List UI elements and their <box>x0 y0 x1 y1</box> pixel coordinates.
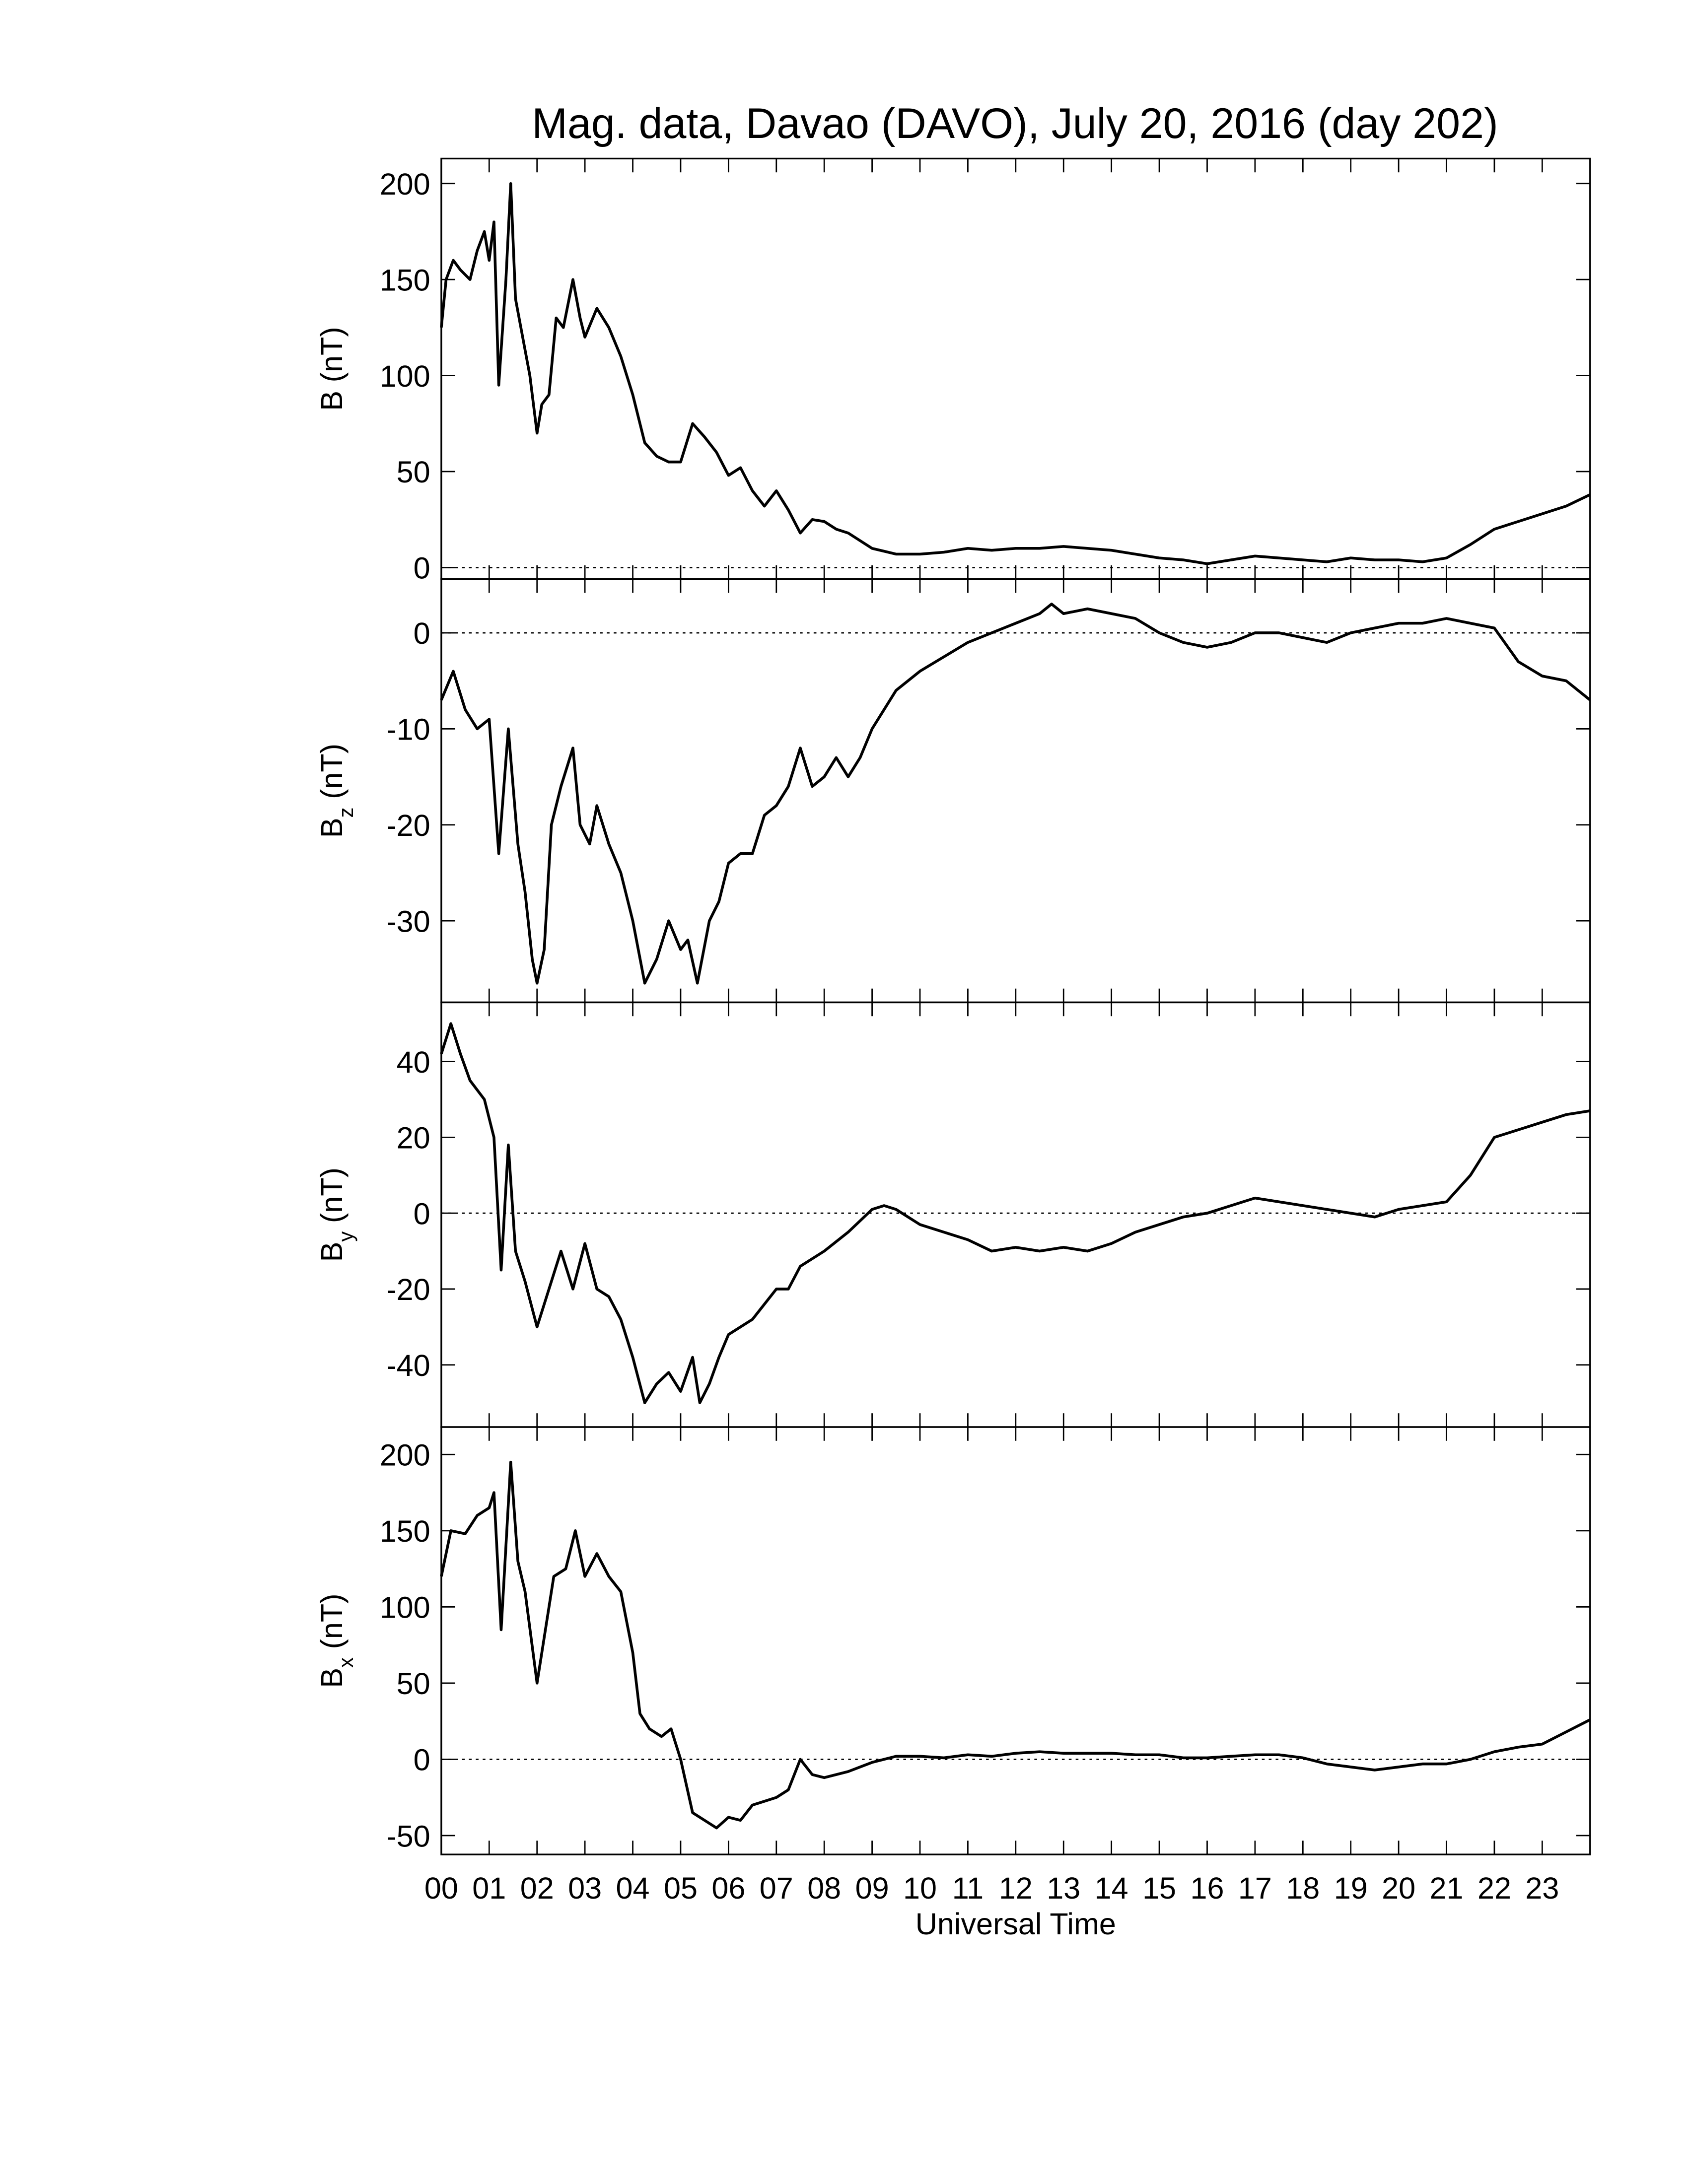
x-tick-label: 22 <box>1477 1871 1511 1905</box>
y-tick-label: 50 <box>397 1667 430 1701</box>
y-axis-label-unit: (nT) <box>315 1593 349 1649</box>
x-axis-label: Universal Time <box>915 1907 1116 1941</box>
x-tick-label: 14 <box>1095 1871 1128 1905</box>
x-tick-label: 06 <box>711 1871 745 1905</box>
plot-frame <box>440 1001 1591 1428</box>
y-tick-label: 20 <box>397 1121 430 1155</box>
y-axis-label-sub: z <box>334 808 357 818</box>
x-tick-label: 05 <box>664 1871 698 1905</box>
x-tick-label: 11 <box>952 1871 984 1905</box>
y-tick-label: 100 <box>380 1591 430 1625</box>
y-axis-label-main: B <box>315 1668 349 1688</box>
y-axis-label: By (nT) <box>315 1167 357 1262</box>
y-axis-label-unit: (nT) <box>315 327 349 382</box>
x-tick-label: 21 <box>1430 1871 1464 1905</box>
plot-frame <box>440 578 1591 1004</box>
plot-frame <box>440 1426 1591 1855</box>
x-tick-label: 08 <box>807 1871 841 1905</box>
y-tick-label: -30 <box>386 904 430 938</box>
y-tick-label: 0 <box>414 616 430 650</box>
x-tick-label: 02 <box>520 1871 554 1905</box>
x-tick-label: 09 <box>855 1871 889 1905</box>
y-tick-label: -20 <box>386 809 430 842</box>
x-tick-label: 03 <box>568 1871 602 1905</box>
y-tick-label: -50 <box>386 1819 430 1853</box>
x-tick-label: 01 <box>472 1871 506 1905</box>
y-tick-label: -10 <box>386 713 430 747</box>
x-tick-label: 17 <box>1238 1871 1272 1905</box>
y-tick-label: 150 <box>380 1514 430 1548</box>
y-tick-label: 0 <box>414 1743 430 1777</box>
data-line <box>440 1460 1591 1830</box>
y-tick-label: 50 <box>397 455 430 489</box>
y-tick-label: 0 <box>414 1197 430 1230</box>
y-axis-label: B (nT) <box>315 327 349 410</box>
y-tick-label: 100 <box>380 359 430 393</box>
y-tick-label: 200 <box>380 1438 430 1472</box>
x-tick-label: 16 <box>1190 1871 1224 1905</box>
x-tick-label: 00 <box>424 1871 458 1905</box>
plot-frame <box>440 157 1591 580</box>
y-axis-label-sub: y <box>334 1231 357 1242</box>
data-line <box>440 182 1591 565</box>
y-axis-label-unit: (nT) <box>315 1167 349 1223</box>
x-tick-label: 20 <box>1382 1871 1415 1905</box>
x-tick-label: 04 <box>616 1871 650 1905</box>
y-axis-label: Bz (nT) <box>315 744 357 838</box>
y-axis-label: Bx (nT) <box>315 1593 357 1688</box>
data-line <box>440 603 1591 985</box>
y-axis-label-main: B <box>315 391 349 411</box>
y-tick-label: 200 <box>380 167 430 201</box>
data-line <box>440 1022 1591 1404</box>
y-tick-label: -40 <box>386 1349 430 1382</box>
y-tick-label: -20 <box>386 1273 430 1306</box>
x-tick-label: 10 <box>903 1871 937 1905</box>
x-tick-label: 12 <box>999 1871 1033 1905</box>
y-axis-label-sub: x <box>334 1657 357 1668</box>
y-axis-label-main: B <box>315 818 349 838</box>
x-tick-label: 19 <box>1334 1871 1368 1905</box>
x-tick-label: 07 <box>760 1871 793 1905</box>
y-axis-label-main: B <box>315 1242 349 1262</box>
x-tick-label: 13 <box>1047 1871 1080 1905</box>
chart-title: Mag. data, Davao (DAVO), July 20, 2016 (… <box>532 100 1498 147</box>
x-tick-label: 18 <box>1286 1871 1320 1905</box>
y-tick-label: 0 <box>414 551 430 585</box>
x-tick-label: 15 <box>1142 1871 1176 1905</box>
x-tick-label: 23 <box>1525 1871 1559 1905</box>
y-tick-label: 40 <box>397 1045 430 1079</box>
y-axis-label-unit: (nT) <box>315 744 349 799</box>
y-tick-label: 150 <box>380 263 430 297</box>
